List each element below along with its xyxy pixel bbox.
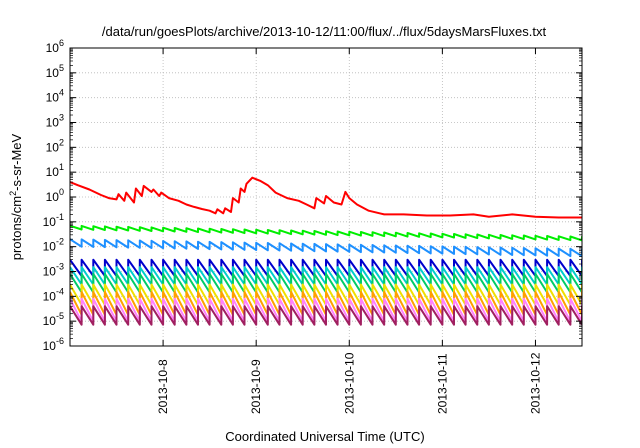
y-tick-label: 102 [46, 137, 64, 154]
x-tick-label: 2013-10-12 [528, 352, 542, 414]
y-tick-label: 104 [46, 88, 64, 105]
y-tick-label: 101 [46, 162, 64, 179]
series-line-8 [70, 291, 582, 316]
y-tick-label: 10-4 [43, 286, 64, 303]
series-line-3 [70, 238, 582, 258]
x-axis-label: Coordinated Universal Time (UTC) [225, 429, 424, 444]
series-line-6 [70, 272, 582, 294]
series-line-7 [70, 283, 582, 306]
y-tick-label: 10-3 [43, 262, 64, 279]
series-line-10 [70, 305, 582, 326]
y-axis-ticks: 106 105 104 103 102 101 100 10-1 10-2 10-3 10-4 10-… [43, 38, 582, 353]
series-line-9 [70, 297, 582, 323]
series-line-2 [70, 224, 582, 242]
series-line-1 [70, 176, 582, 219]
y-tick-label: 103 [46, 113, 64, 130]
chart-title: /data/run/goesPlots/archive/2013-10-12/1… [102, 24, 547, 39]
x-axis-ticks: 2013-10-8 2013-10-9 2013-10-10 2013-10-11 20… [156, 48, 542, 414]
y-tick-label: 106 [46, 38, 64, 55]
x-tick-label: 2013-10-8 [156, 359, 170, 414]
y-tick-label: 10-6 [43, 336, 64, 353]
series-layer [70, 176, 582, 326]
x-tick-label: 2013-10-11 [435, 353, 449, 414]
x-tick-label: 2013-10-9 [249, 359, 263, 414]
y-tick-label: 10-5 [43, 311, 64, 328]
y-tick-label: 105 [46, 63, 64, 80]
series-line-5 [70, 266, 582, 286]
y-tick-label: 100 [46, 187, 64, 204]
y-tick-label: 10-2 [43, 237, 64, 254]
y-tick-label: 10-1 [43, 212, 64, 229]
series-line-4 [70, 258, 582, 277]
x-tick-label: 2013-10-10 [342, 352, 356, 414]
y-axis-label: protons/cm2-s-sr-MeV [8, 133, 24, 260]
